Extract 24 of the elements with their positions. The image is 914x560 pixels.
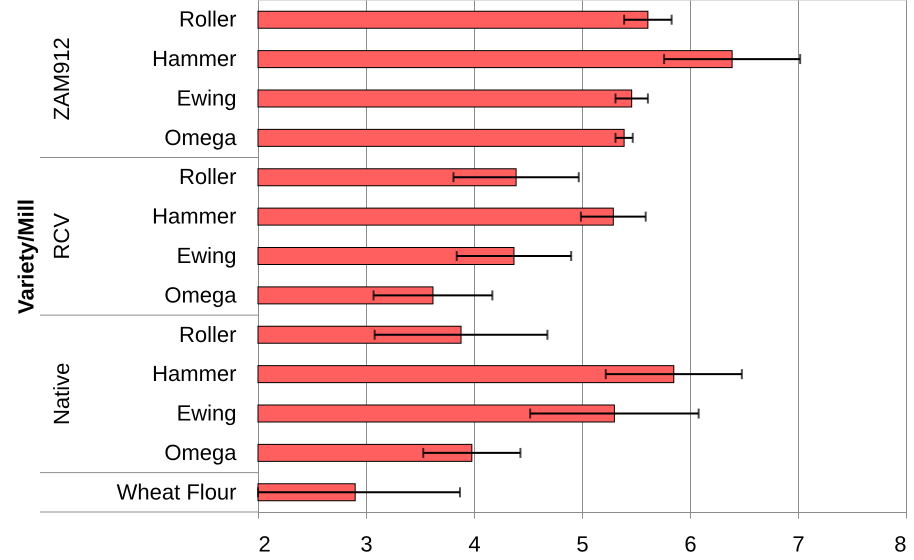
- y-tick-label: Omega: [164, 440, 238, 465]
- x-tick-label: 6: [684, 532, 697, 556]
- x-tick-label: 2: [258, 532, 271, 556]
- y-tick-label: Hammer: [152, 204, 236, 229]
- text: RCV: [49, 212, 74, 260]
- y-tick-label: Wheat Flour: [116, 479, 236, 504]
- y-tick-label: Ewing: [176, 243, 236, 268]
- y-tick-label: Ewing: [176, 85, 236, 110]
- x-tick-label: 5: [576, 532, 589, 556]
- text: Native: [49, 362, 74, 426]
- y-tick-label: Hammer: [152, 361, 236, 386]
- y-tick-label: Hammer: [152, 46, 236, 72]
- y-tick-label: Roller: [179, 322, 236, 347]
- y-tick-label: Omega: [164, 124, 238, 150]
- y-axis-title: Variety/Mill: [14, 199, 38, 314]
- x-tick-label: 8: [894, 532, 906, 556]
- y-tick-label: Omega: [164, 282, 238, 308]
- y-tick-label: Roller: [179, 6, 236, 32]
- y-tick-label: Ewing: [176, 400, 236, 426]
- text: ZAM912: [49, 37, 74, 120]
- y-tick-label: Roller: [179, 164, 236, 190]
- x-tick-label: 7: [792, 532, 805, 556]
- x-tick-label: 4: [468, 532, 481, 556]
- x-tick-label: 3: [360, 532, 373, 556]
